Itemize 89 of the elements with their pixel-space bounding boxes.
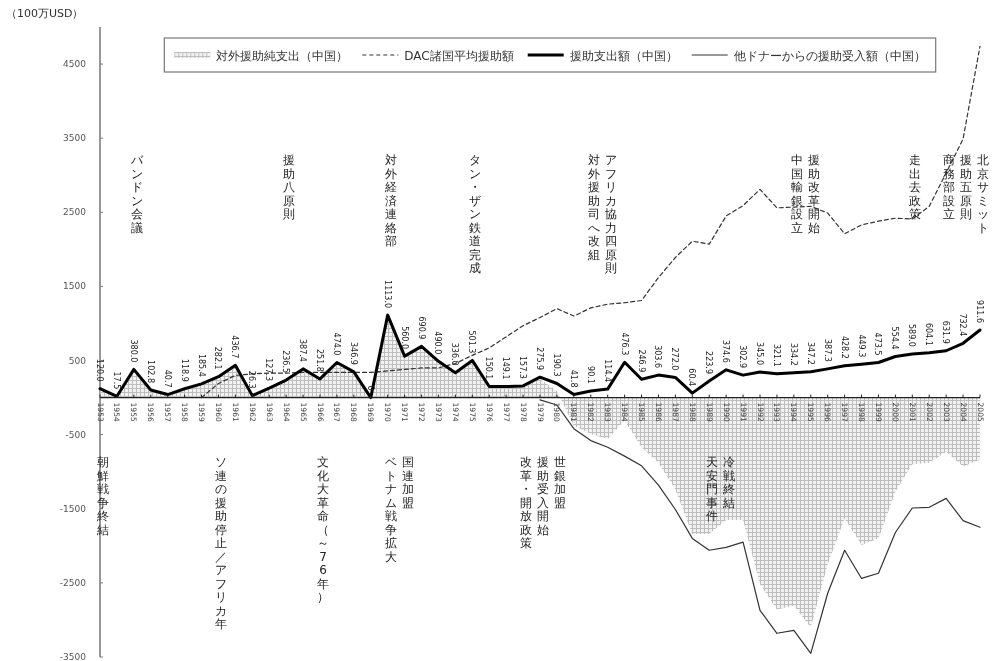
- data-label: 102.8: [145, 360, 155, 383]
- data-label: 0: [365, 385, 375, 391]
- legend-label: DAC諸国平均援助額: [404, 48, 514, 63]
- legend-label: 援助支出額（中国）: [569, 48, 678, 63]
- data-label: 449.3: [856, 334, 866, 358]
- data-label: 554.4: [890, 326, 900, 350]
- data-label: 246.9: [636, 349, 646, 373]
- data-label: 127.3: [264, 358, 274, 382]
- data-label: 302.9: [738, 345, 748, 369]
- data-label: 272.0: [670, 347, 680, 371]
- annotation: 対外援助司へ改組: [587, 153, 600, 262]
- data-label: 589.0: [907, 324, 917, 347]
- annotation: 援助八原則: [283, 153, 296, 221]
- data-label: 732.4: [958, 313, 968, 337]
- y-tick-label: 2500: [63, 207, 87, 218]
- data-label: 26.3: [247, 370, 257, 389]
- data-label: 236.5: [281, 350, 291, 374]
- annotation: 援助改革開始: [807, 153, 820, 235]
- data-label: 1113.0: [382, 280, 392, 309]
- data-label: 303.6: [653, 345, 663, 369]
- data-label: 185.4: [196, 353, 206, 377]
- annotation: ソ連の援助停止／アフリカ年: [215, 455, 228, 631]
- y-tick-label: 500: [68, 355, 87, 366]
- data-label: 428.2: [839, 335, 849, 359]
- annotation: 対外経済連絡部: [384, 153, 397, 248]
- annotation: 中国輸銀設立: [790, 153, 803, 235]
- annotation: 世銀加盟: [553, 455, 566, 510]
- data-label: 490.0: [433, 331, 443, 355]
- legend-label: 対外援助純支出（中国）: [216, 48, 349, 63]
- data-label: 501.3: [467, 330, 477, 354]
- data-label: 387.3: [822, 338, 832, 362]
- annotation: 文化大革命（～76年）: [317, 455, 329, 604]
- annotation: 走出去政策: [909, 153, 922, 221]
- data-label: 560.0: [399, 326, 409, 350]
- annotation: タン・ザン鉄道完成: [469, 153, 482, 275]
- data-label: 345.0: [755, 342, 764, 366]
- data-label: 474.0: [331, 332, 341, 356]
- data-label: 334.2: [788, 342, 798, 366]
- data-label: 387.4: [298, 338, 308, 362]
- y-tick-label: -3500: [59, 652, 87, 661]
- data-label: 436.7: [230, 335, 240, 359]
- annotation: 朝鮮戦争終結: [97, 455, 109, 537]
- annotation: 冷戦終結: [723, 455, 736, 510]
- data-label: 251.8: [315, 349, 324, 372]
- data-label: 190.3: [551, 353, 561, 377]
- annotation: バンドン会議: [130, 153, 143, 235]
- y-tick-label: 4500: [63, 59, 87, 70]
- data-label: 911.6: [975, 300, 984, 324]
- data-label: 157.3: [518, 356, 528, 379]
- data-label: 336.0: [450, 342, 460, 366]
- y-tick-label: -2500: [59, 577, 87, 588]
- data-label: 40.7: [162, 369, 172, 388]
- y-tick-label: -1500: [59, 503, 87, 514]
- y-axis-title: （100万USD）: [6, 7, 84, 20]
- data-label: 347.2: [805, 341, 815, 365]
- data-label: 60.4: [687, 368, 697, 387]
- y-tick-label: -500: [65, 429, 87, 440]
- annotation: 援助五原則: [960, 153, 973, 221]
- data-label: 118.9: [179, 358, 189, 382]
- annotation: 北京サミット: [977, 153, 989, 235]
- y-tick-label: 1500: [63, 281, 87, 292]
- annotation: 商務部設立: [943, 153, 956, 221]
- data-label: 282.1: [213, 346, 223, 370]
- annotation: 天安門事件: [706, 455, 719, 523]
- data-label: 114.4: [602, 359, 612, 383]
- data-label: 275.9: [535, 347, 544, 371]
- data-label: 604.1: [924, 322, 934, 346]
- data-label: 476.3: [619, 332, 629, 356]
- data-label: 380.0: [128, 339, 138, 363]
- data-label: 690.9: [416, 316, 426, 340]
- data-label: 631.9: [941, 320, 951, 344]
- legend-label: 他ドナーからの援助受入額（中国）: [733, 48, 926, 63]
- data-label: 346.9: [348, 341, 358, 365]
- annotation: 援助受入開始: [537, 455, 549, 537]
- data-label: 120.0: [95, 358, 104, 382]
- data-label: 150.1: [484, 356, 494, 380]
- data-label: 374.6: [721, 339, 731, 363]
- annotation: アフリカ協力四原則: [604, 153, 617, 275]
- data-label: 473.5: [873, 332, 883, 356]
- annotation: 国連加盟: [401, 455, 414, 510]
- annotation: ベトナム戦争拡大: [384, 455, 397, 564]
- y-tick-label: 3500: [63, 133, 87, 144]
- data-label: 149.1: [501, 356, 511, 380]
- data-label: 90.1: [585, 366, 595, 384]
- data-label: 41.8: [568, 369, 578, 388]
- data-label: 17.5: [111, 371, 121, 390]
- annotation: 改革・開放政策: [520, 455, 533, 550]
- data-label: 321.1: [771, 343, 781, 367]
- data-label: 223.9: [704, 351, 714, 374]
